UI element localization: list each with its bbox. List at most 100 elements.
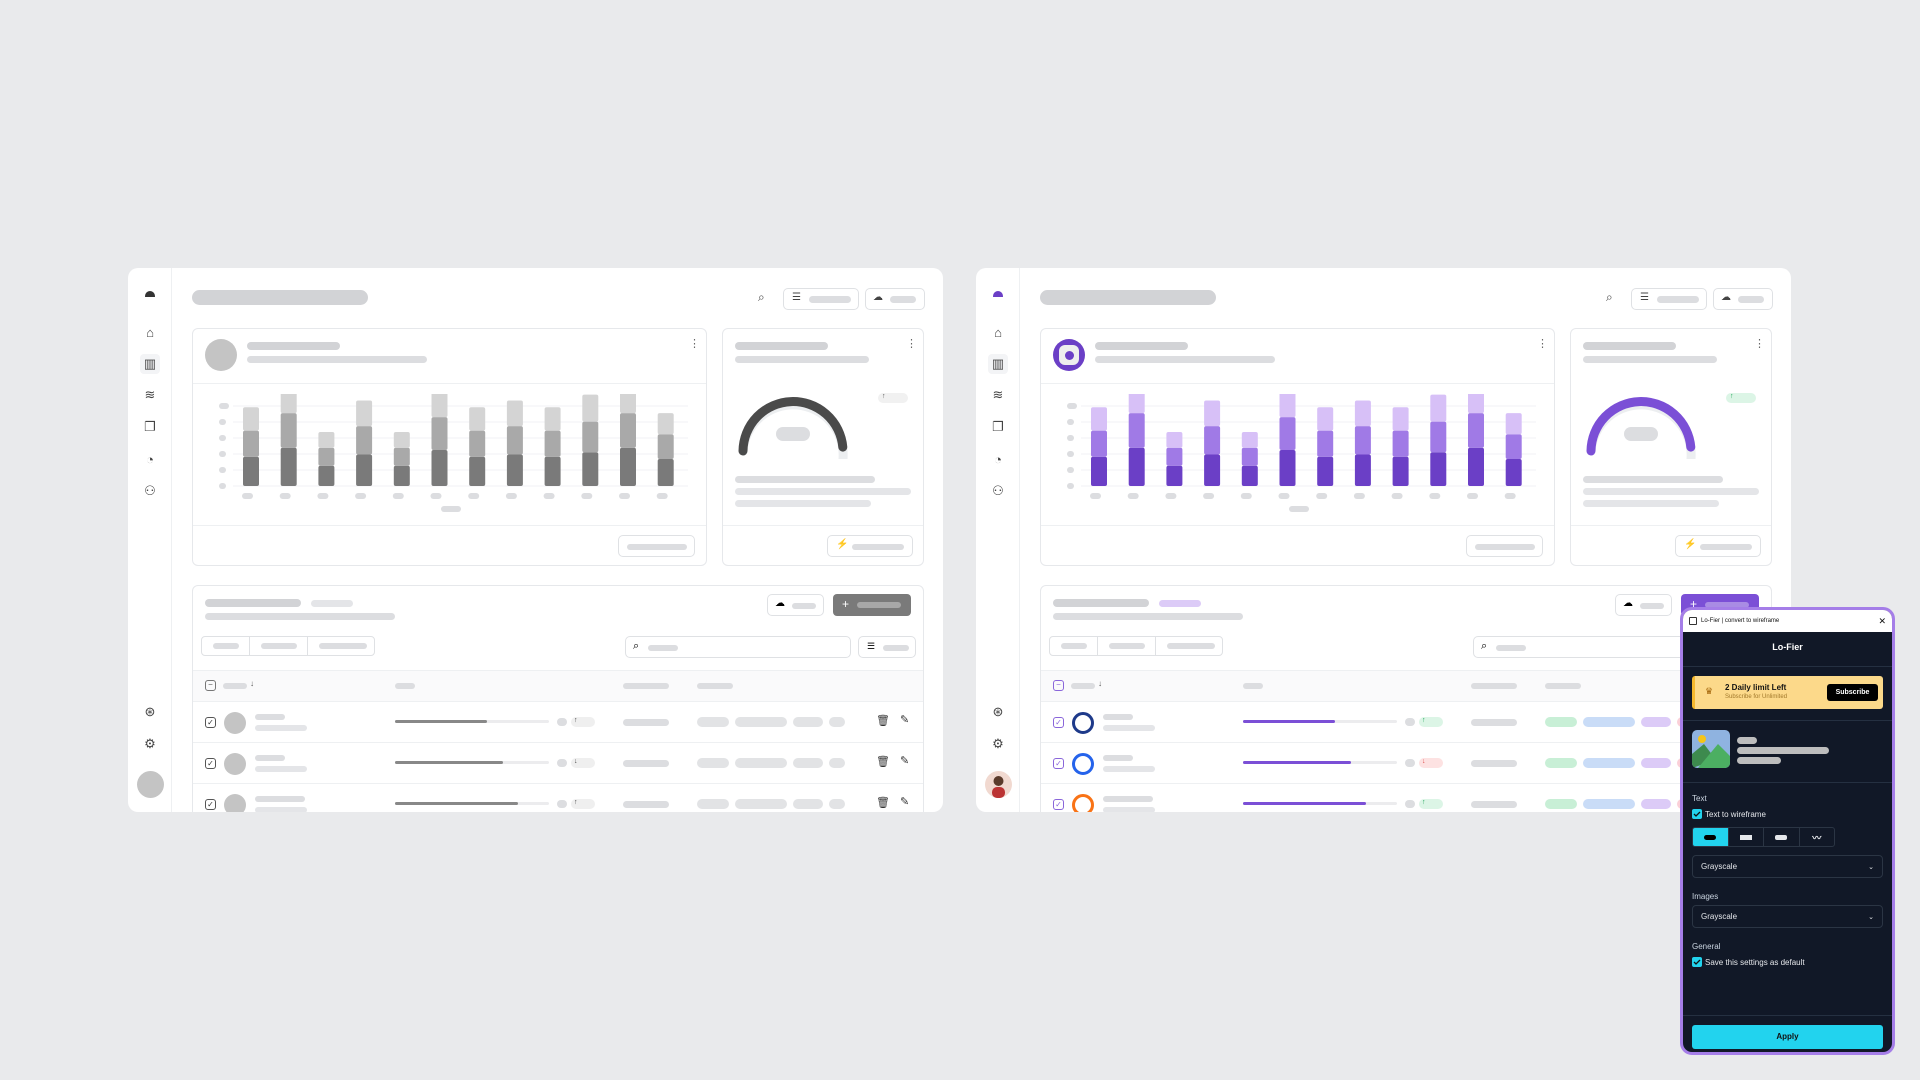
placeholder-text — [627, 544, 687, 550]
chart-icon[interactable]: ▥ — [988, 354, 1008, 374]
avatar[interactable] — [137, 771, 164, 798]
filter-button[interactable]: ☰ — [1631, 288, 1707, 310]
row-checkbox[interactable]: ✓ — [205, 758, 216, 769]
close-icon[interactable]: ✕ — [1878, 615, 1886, 626]
placeholder-text — [735, 500, 871, 507]
x-tick-label — [317, 493, 329, 499]
tab-2[interactable] — [249, 637, 307, 655]
save-default-checkbox[interactable]: Save this settings as default — [1692, 957, 1805, 967]
trash-icon[interactable]: 🗑 — [876, 797, 890, 809]
more-options-icon[interactable]: ⋮ — [906, 338, 917, 350]
gauge-card: ⋮ ⚡ ↑ — [1570, 328, 1772, 566]
placeholder-text — [735, 488, 911, 495]
layers-icon[interactable]: ≋ — [144, 387, 156, 402]
row-checkbox[interactable]: ✓ — [205, 717, 216, 728]
tab-3[interactable] — [1155, 637, 1224, 655]
sort-arrow-icon[interactable]: ↓ — [250, 679, 254, 688]
row-checkbox[interactable]: ✓ — [1053, 799, 1064, 810]
tab-1[interactable] — [202, 637, 249, 655]
bar-segment — [280, 394, 297, 414]
row-checkbox[interactable]: ✓ — [1053, 758, 1064, 769]
edit-pencil-icon[interactable]: ✎ — [900, 796, 910, 808]
more-options-icon[interactable]: ⋮ — [689, 338, 700, 350]
subscribe-button[interactable]: Subscribe — [1827, 684, 1878, 701]
chart-icon[interactable]: ▥ — [140, 354, 160, 374]
tag-badge — [697, 758, 729, 768]
search-icon: ⌕ — [633, 640, 640, 652]
style-block-option[interactable] — [1727, 828, 1764, 846]
avatar[interactable] — [985, 771, 1012, 798]
trend-badge: ↑ — [571, 799, 595, 809]
x-tick-label — [1429, 493, 1441, 499]
copy-check-icon[interactable]: ❐ — [992, 419, 1004, 434]
home-icon[interactable]: ⌂ — [146, 324, 154, 340]
sort-arrow-icon[interactable]: ↓ — [1098, 679, 1102, 688]
row-checkbox[interactable]: ✓ — [1053, 717, 1064, 728]
add-button[interactable]: + — [833, 594, 911, 616]
placeholder-text — [1103, 766, 1155, 772]
trash-icon[interactable]: 🗑 — [876, 715, 890, 727]
card-footer-button[interactable] — [1466, 535, 1543, 557]
more-options-icon[interactable]: ⋮ — [1537, 338, 1548, 350]
placeholder-text — [205, 599, 301, 607]
x-tick-label — [1203, 493, 1215, 499]
gauge-footer-button[interactable]: ⚡ — [827, 535, 913, 557]
edit-pencil-icon[interactable]: ✎ — [900, 755, 910, 767]
trend-badge: ↑ — [1419, 717, 1443, 727]
pie-chart-icon[interactable]: ◔ — [146, 451, 154, 467]
placeholder-text — [205, 613, 395, 620]
trash-icon[interactable]: 🗑 — [876, 756, 890, 768]
upload-button[interactable]: ☁ — [865, 288, 925, 310]
support-icon[interactable]: ⊛ — [992, 704, 1004, 719]
x-tick-label — [1316, 493, 1328, 499]
style-rounded-option[interactable] — [1763, 828, 1799, 846]
text-color-select[interactable]: Grayscale ⌄ — [1692, 855, 1883, 878]
select-all-checkbox[interactable]: − — [205, 680, 216, 691]
placeholder-text — [735, 356, 869, 363]
card-footer-button[interactable] — [618, 535, 695, 557]
apply-button[interactable]: Apply — [1692, 1025, 1883, 1049]
bar-segment — [280, 413, 297, 448]
images-color-select[interactable]: Grayscale ⌄ — [1692, 905, 1883, 928]
search-input[interactable]: ⌕ — [625, 636, 851, 658]
placeholder-text — [1159, 600, 1201, 607]
placeholder-text — [697, 683, 733, 689]
search-icon[interactable]: ⌕ — [758, 290, 765, 304]
search-input[interactable]: ⌕ — [1473, 636, 1699, 658]
users-icon[interactable]: ⚇ — [144, 483, 156, 498]
select-all-checkbox[interactable]: − — [1053, 680, 1064, 691]
filter-button[interactable]: ☰ — [858, 636, 916, 658]
gear-icon[interactable]: ⚙ — [144, 736, 156, 751]
gear-icon[interactable]: ⚙ — [992, 736, 1004, 751]
copy-check-icon[interactable]: ❐ — [144, 419, 156, 434]
filter-button[interactable]: ☰ — [783, 288, 859, 310]
style-squiggle-option[interactable]: 〰 — [1798, 828, 1835, 846]
upload-button[interactable]: ☁ — [1615, 594, 1672, 616]
search-icon[interactable]: ⌕ — [1606, 290, 1613, 304]
x-tick-label — [1165, 493, 1177, 499]
more-options-icon[interactable]: ⋮ — [1754, 338, 1765, 350]
support-icon[interactable]: ⊛ — [144, 704, 156, 719]
users-icon[interactable]: ⚇ — [992, 483, 1004, 498]
upload-button[interactable]: ☁ — [767, 594, 824, 616]
tab-2[interactable] — [1097, 637, 1155, 655]
style-pill-option[interactable] — [1693, 828, 1728, 846]
row-checkbox[interactable]: ✓ — [205, 799, 216, 810]
bar-segment — [1468, 394, 1484, 414]
tab-1[interactable] — [1050, 637, 1097, 655]
placeholder-text — [1103, 725, 1155, 731]
home-icon[interactable]: ⌂ — [994, 324, 1002, 340]
chart-card: ⋮ — [192, 328, 707, 566]
pie-chart-icon[interactable]: ◔ — [994, 451, 1002, 467]
gauge-footer-button[interactable]: ⚡ — [1675, 535, 1761, 557]
progress-bar — [1243, 802, 1397, 805]
tag-badge — [829, 758, 845, 768]
text-to-wireframe-checkbox[interactable]: Text to wireframe — [1692, 809, 1766, 819]
layers-icon[interactable]: ≋ — [992, 387, 1004, 402]
tab-3[interactable] — [307, 637, 376, 655]
plugin-titlebar: Lo-Fier | convert to wireframe ✕ — [1683, 610, 1892, 632]
upload-button[interactable]: ☁ — [1713, 288, 1773, 310]
edit-pencil-icon[interactable]: ✎ — [900, 714, 910, 726]
bar-segment — [469, 456, 486, 486]
progress-fill — [395, 761, 503, 764]
